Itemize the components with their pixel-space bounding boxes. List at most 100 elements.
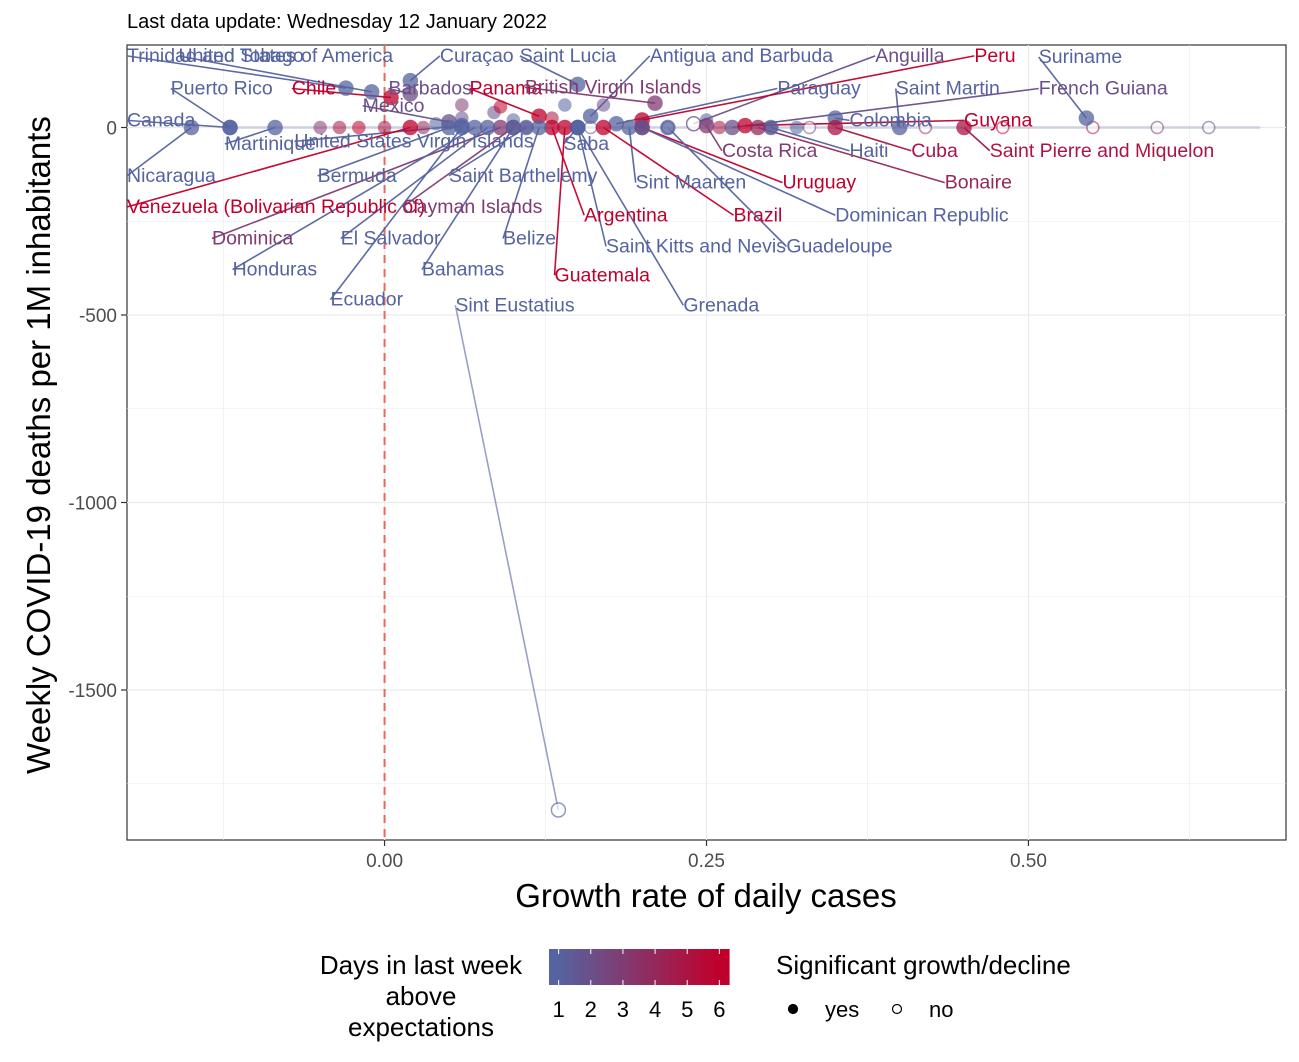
label-connector <box>126 119 231 129</box>
country-label: Peru <box>974 45 1015 67</box>
label-connector <box>211 126 501 240</box>
colorbar-segment <box>719 949 725 985</box>
label-connector <box>421 127 515 271</box>
background-point <box>352 120 366 135</box>
country-label: Martinique <box>225 133 316 155</box>
legend-color-title: Days in last week above expectations <box>320 950 523 1042</box>
legend-shape-title: Significant growth/decline <box>776 950 1071 980</box>
colorbar-label: 2 <box>585 997 597 1022</box>
x-axis-title: Growth rate of daily cases <box>515 877 897 914</box>
background-point <box>1201 120 1216 135</box>
label-connector <box>224 126 276 145</box>
background-point <box>789 120 804 135</box>
country-label: Honduras <box>233 259 318 281</box>
colorbar-segment <box>554 949 560 985</box>
label-connector <box>577 127 685 306</box>
data-points <box>183 72 1261 818</box>
data-point <box>698 117 715 134</box>
background-point <box>313 120 327 135</box>
country-label: Saint Barthelemy <box>449 165 598 187</box>
country-label: Cuba <box>911 140 958 162</box>
y-tick-label: -1000 <box>68 494 117 515</box>
label-connector <box>1038 56 1088 119</box>
data-point <box>402 86 419 102</box>
colorbar-segment <box>639 949 645 985</box>
label-connector <box>641 126 783 184</box>
colorbar-segment <box>724 949 730 985</box>
data-point <box>569 119 586 136</box>
country-label: Belize <box>503 228 556 250</box>
colorbar-segment <box>569 949 575 985</box>
legend-color-title-line-1: Days in last week <box>320 950 523 980</box>
data-point <box>1078 110 1095 126</box>
data-point <box>383 89 399 106</box>
background-point <box>332 120 347 135</box>
country-label: Argentina <box>584 204 668 226</box>
country-label: Venezuela (Bolivarian Republic of) <box>127 196 425 218</box>
data-point <box>505 119 522 136</box>
country-label: Colombia <box>849 109 932 131</box>
country-label: Suriname <box>1039 46 1122 68</box>
label-connector <box>667 126 787 247</box>
colorbar-segment <box>574 949 580 985</box>
country-label: El Salvador <box>341 228 441 250</box>
legend-shape-items: yes no <box>787 997 953 1022</box>
country-label: Canada <box>127 109 195 131</box>
data-point <box>402 119 419 136</box>
colorbar-segment <box>584 949 590 985</box>
background-point <box>377 120 392 135</box>
label-connector <box>126 55 347 89</box>
country-label: Barbados <box>388 78 472 100</box>
y-tick-label: -500 <box>79 306 117 327</box>
label-connector <box>835 126 912 152</box>
label-connector <box>757 126 945 184</box>
data-point <box>608 116 625 132</box>
colorbar-segment <box>669 949 675 985</box>
country-label: Mexico <box>363 95 425 117</box>
data-point <box>724 119 741 136</box>
country-label: French Guiana <box>1039 78 1168 100</box>
background-point <box>712 120 727 135</box>
data-point <box>550 802 567 818</box>
country-label: Antigua and Barbuda <box>650 45 833 67</box>
colorbar-segment <box>579 949 585 985</box>
label-connector <box>693 55 876 125</box>
chart-subtitle: Last data update: Wednesday 12 January 2… <box>127 11 547 33</box>
label-connector <box>770 126 850 152</box>
legend-shape-label: no <box>929 997 953 1022</box>
data-point <box>363 84 380 100</box>
data-point <box>891 119 908 136</box>
country-label: Saba <box>564 133 610 155</box>
x-tick-label: 0.00 <box>366 851 403 872</box>
country-label: Sint Eustatius <box>455 294 574 316</box>
legend-color-title-line-2: above <box>386 981 457 1011</box>
colorbar-segment <box>594 949 600 985</box>
label-connector <box>641 55 975 121</box>
legend-color-title-line-3: expectations <box>348 1012 494 1042</box>
colorbar-segment <box>564 949 570 985</box>
country-label: Grenada <box>683 294 759 316</box>
label-connector <box>170 87 231 129</box>
data-point <box>183 119 200 136</box>
country-label: Nicaragua <box>127 165 216 187</box>
data-point <box>660 119 676 136</box>
background-point <box>429 117 443 131</box>
colorbar-segment <box>659 949 665 985</box>
colorbar-segment <box>629 949 635 985</box>
label-connector <box>732 87 1039 129</box>
data-point <box>222 119 238 136</box>
country-label: Cayman Islands <box>403 196 543 218</box>
colorbar-segment <box>694 949 700 985</box>
label-connector <box>519 55 579 86</box>
data-point <box>621 119 637 136</box>
country-label: Uruguay <box>782 172 856 194</box>
country-label: British Virgin Islands <box>525 76 702 98</box>
colorbar-segment <box>674 949 680 985</box>
country-label: Haiti <box>849 140 888 162</box>
colorbar-label: 1 <box>553 997 565 1022</box>
colorbar-segment <box>619 949 625 985</box>
country-label: Saint Pierre and Miquelon <box>990 140 1214 162</box>
colorbar-segment <box>689 949 695 985</box>
colorbar-label: 5 <box>681 997 693 1022</box>
colorbar-segment <box>714 949 720 985</box>
